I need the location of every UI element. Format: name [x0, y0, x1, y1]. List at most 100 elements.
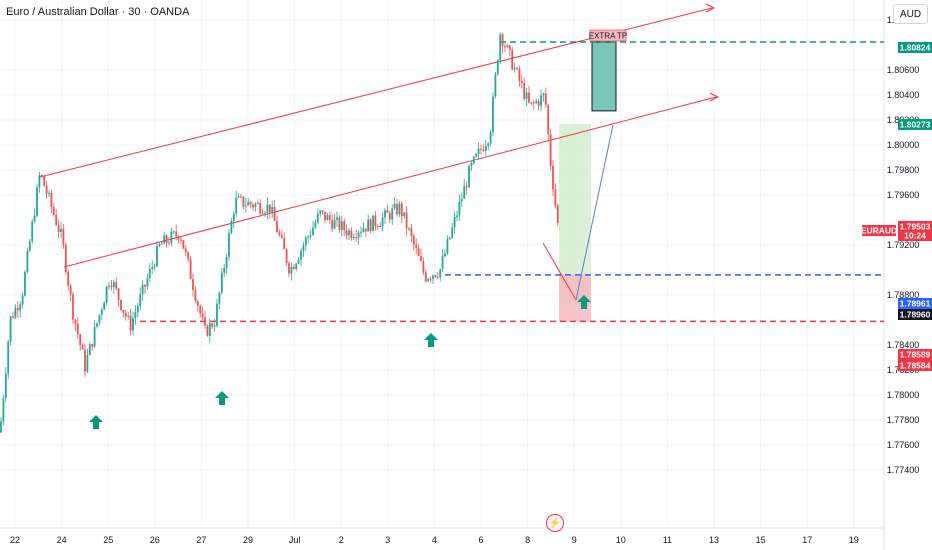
- candle-body: [348, 230, 350, 236]
- candle-body: [537, 101, 540, 106]
- candle-body: [405, 212, 408, 229]
- candle-body: [45, 185, 48, 194]
- candle-body: [108, 285, 110, 287]
- candle-body: [235, 197, 238, 214]
- candle-body: [14, 307, 17, 318]
- grid: [0, 0, 884, 528]
- channel-lower-arrow: [709, 92, 720, 102]
- candle-body: [439, 269, 442, 277]
- candle-body: [434, 275, 437, 277]
- candle-body: [223, 267, 226, 273]
- price-label: 1.78584: [900, 361, 931, 371]
- candle-body: [372, 215, 374, 232]
- candle-body: [280, 234, 283, 238]
- candle-body: [283, 237, 286, 250]
- extra-tp-zone: [591, 41, 617, 112]
- x-tick-label: 27: [196, 535, 206, 545]
- candle-body: [122, 310, 125, 313]
- y-tick-label: 1.79800: [887, 165, 920, 175]
- candle-body: [292, 266, 295, 270]
- candle-body: [309, 235, 312, 237]
- time-axis: [0, 528, 884, 550]
- candle-body: [187, 252, 190, 260]
- candle-body: [91, 344, 94, 347]
- candle-body: [530, 102, 533, 104]
- candle-body: [362, 228, 365, 232]
- candle-body: [28, 241, 31, 251]
- candle-body: [189, 259, 192, 280]
- candle-body: [492, 96, 494, 133]
- candle-body: [72, 294, 74, 320]
- candle-body: [244, 205, 247, 207]
- candle-body: [156, 245, 158, 267]
- candle-body: [124, 312, 127, 317]
- candle-body: [74, 319, 77, 324]
- candle-body: [456, 215, 458, 218]
- candle-body: [513, 67, 516, 70]
- candle-body: [21, 295, 24, 305]
- candle-body: [105, 286, 108, 303]
- candle-body: [160, 243, 163, 245]
- candle-body: [43, 175, 46, 186]
- candle-body: [552, 165, 554, 190]
- candle-body: [357, 232, 360, 238]
- candle-body: [69, 285, 72, 295]
- candle-body: [9, 316, 12, 342]
- candle-body: [494, 74, 497, 97]
- candle-body: [422, 260, 425, 273]
- candle-body: [271, 206, 274, 213]
- candle-body: [288, 263, 290, 274]
- candle-body: [496, 60, 499, 75]
- candle-body: [350, 230, 353, 239]
- candle-body: [290, 266, 293, 274]
- extra-tp-text: EXTRA TP: [589, 32, 628, 41]
- candle-body: [312, 227, 314, 236]
- x-tick-label: 8: [525, 535, 530, 545]
- candle-body: [398, 203, 401, 215]
- candle-body: [278, 232, 281, 235]
- x-tick-label: 24: [57, 535, 67, 545]
- candle-body: [321, 210, 324, 212]
- x-tick-label: 26: [150, 535, 160, 545]
- extra-tp-tag: [589, 29, 627, 42]
- candle-body: [52, 206, 55, 215]
- candle-body: [501, 34, 504, 47]
- candle-body: [196, 301, 199, 307]
- candle-body: [247, 201, 250, 206]
- candle-body: [40, 175, 43, 177]
- candle-body: [230, 220, 233, 234]
- candle-body: [556, 205, 559, 223]
- candle-body: [261, 213, 264, 215]
- candle-body: [340, 221, 343, 230]
- candle-body: [316, 213, 319, 223]
- candle-body: [216, 303, 218, 326]
- candle-body: [547, 104, 550, 135]
- candle-body: [168, 242, 170, 244]
- currency-badge[interactable]: AUD: [893, 4, 928, 24]
- candle-body: [518, 68, 521, 81]
- y-tick-label: 1.77800: [887, 415, 920, 425]
- y-tick-label: 1.78800: [887, 290, 920, 300]
- channel-lower: [63, 96, 717, 268]
- lightning-icon[interactable]: ⚡: [546, 514, 564, 532]
- candle-body: [98, 314, 101, 324]
- price-label-bg: [898, 119, 932, 130]
- candle-body: [532, 102, 535, 104]
- candle-body: [259, 202, 262, 214]
- candle-body: [446, 239, 449, 254]
- price-label: 1.80824: [900, 43, 931, 53]
- candle-body: [232, 213, 235, 221]
- price-label-bg: [898, 230, 932, 241]
- candle-body: [528, 92, 530, 103]
- price-label: 10:24: [904, 231, 926, 241]
- candle-body: [333, 219, 336, 229]
- candle-body: [79, 334, 82, 346]
- candle-body: [93, 326, 96, 347]
- price-label: 1.78589: [900, 350, 931, 360]
- candle-body: [211, 323, 214, 327]
- candle-body: [465, 186, 468, 188]
- candle-body: [208, 323, 211, 336]
- price-label-bg: [862, 225, 896, 236]
